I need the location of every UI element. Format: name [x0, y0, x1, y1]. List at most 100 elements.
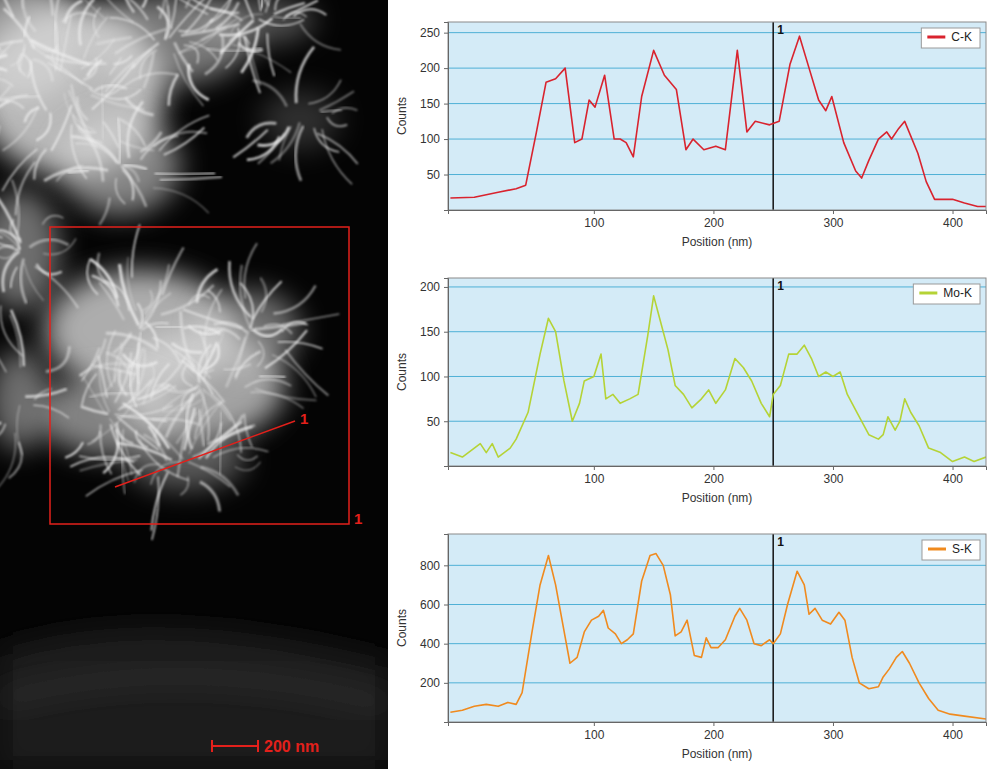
- y-tick-label: 150: [420, 325, 440, 339]
- nanosheet: [205, 344, 219, 369]
- nanosheet: [40, 0, 53, 16]
- nanosheet: [116, 178, 126, 204]
- nanosheet: [199, 342, 216, 375]
- grid-line: [448, 331, 986, 332]
- nanosheet: [168, 0, 208, 14]
- nanosheet: [11, 267, 17, 288]
- y-axis: 50100150200250: [420, 23, 449, 211]
- x-tick: 100: [584, 722, 604, 742]
- marker-label: 1: [777, 535, 784, 549]
- nanosheet: [210, 8, 242, 20]
- nanosheet: [29, 240, 68, 248]
- nanosheet: [255, 389, 316, 400]
- y-tick-mark: [444, 421, 448, 422]
- y-tick: 600: [420, 598, 448, 612]
- nanosheet: [128, 101, 143, 158]
- y-tick: 100: [420, 370, 448, 384]
- marker-line: [772, 22, 774, 210]
- nanosheet: [2, 149, 37, 191]
- nanosheet: [87, 424, 100, 444]
- grid-line: [448, 565, 986, 566]
- nanosheet: [100, 364, 110, 412]
- y-axis-line: [444, 279, 449, 467]
- x-tick: 300: [823, 722, 843, 742]
- grid-line: [448, 421, 986, 422]
- nanosheet: [178, 19, 213, 32]
- y-axis-line: [444, 535, 449, 723]
- nanosheet: [55, 0, 59, 52]
- nanosheet: [96, 37, 132, 44]
- scale-bar-label: 200 nm: [264, 738, 319, 755]
- nanosheet: [237, 454, 257, 460]
- legend-box: [922, 540, 980, 560]
- nanosheet: [22, 0, 33, 9]
- nanosheet: [0, 233, 3, 241]
- plot-background: [448, 534, 986, 722]
- y-tick-mark: [444, 68, 448, 69]
- nanosheet: [82, 348, 100, 381]
- plot-frame: [448, 278, 986, 466]
- nanosheet: [117, 443, 172, 460]
- scan-region: [50, 227, 349, 524]
- nanosheet: [171, 0, 177, 28]
- y-tick-label: 600: [420, 598, 440, 612]
- grid-line: [448, 139, 986, 140]
- y-axis: 50100150200: [420, 279, 449, 467]
- y-tick-mark: [444, 376, 448, 377]
- nanosheet: [143, 53, 153, 89]
- nanosheet: [183, 327, 220, 335]
- x-axis-title: Position (nm): [682, 491, 753, 505]
- scale-bar-line: [212, 745, 258, 747]
- x-axis: 100200300400: [449, 466, 987, 486]
- micrograph: [0, 0, 388, 769]
- nanosheet: [244, 36, 260, 94]
- y-tick-label: 800: [420, 559, 440, 573]
- nanosheet: [160, 177, 222, 180]
- nanosheet: [264, 0, 271, 13]
- legend-box: [913, 284, 980, 304]
- grid-line: [448, 103, 986, 104]
- x-tick-label: 200: [704, 728, 724, 742]
- nanosheet: [109, 57, 121, 75]
- nanosheet: [317, 133, 358, 164]
- legend: S-K: [922, 540, 980, 560]
- nanosheet: [136, 431, 148, 448]
- y-tick-label: 100: [420, 132, 440, 146]
- nanosheet: [111, 424, 141, 475]
- y-tick: 50: [427, 168, 448, 182]
- particle-glow: [80, 0, 250, 85]
- plot-marks: [450, 22, 986, 210]
- nanosheet: [263, 0, 268, 6]
- marker-label: 1: [777, 23, 784, 37]
- nanosheet: [113, 56, 132, 64]
- legend-swatch: [928, 548, 946, 551]
- nanosheet: [10, 315, 20, 368]
- legend-swatch: [919, 292, 937, 295]
- nanosheet: [152, 357, 186, 394]
- marker-line: [772, 278, 774, 466]
- nanosheet: [114, 405, 172, 415]
- nanosheet: [198, 345, 211, 383]
- nanosheet: [89, 393, 138, 397]
- nanosheet: [84, 17, 108, 59]
- nanosheet: [155, 173, 215, 174]
- nanosheet: [241, 28, 258, 73]
- marker-label: 1: [777, 279, 784, 293]
- x-tick-mark: [594, 466, 595, 470]
- legend-swatch: [927, 36, 945, 39]
- figure: 11200 nm10020030040050100150200250Positi…: [0, 0, 995, 769]
- y-tick-label: 400: [420, 637, 440, 651]
- x-tick-mark: [833, 210, 834, 214]
- x-tick-label: 400: [943, 728, 963, 742]
- x-axis-line: [449, 467, 987, 471]
- nanosheet: [99, 198, 109, 225]
- y-tick-label: 200: [420, 61, 440, 75]
- y-tick-mark: [444, 565, 448, 566]
- y-tick: 800: [420, 559, 448, 573]
- nanosheet: [92, 365, 137, 374]
- x-axis-line: [449, 211, 987, 215]
- y-axis-title: Counts: [395, 353, 409, 391]
- plot-marks: [450, 534, 986, 722]
- nanosheet: [129, 348, 145, 403]
- nanosheet: [199, 409, 204, 446]
